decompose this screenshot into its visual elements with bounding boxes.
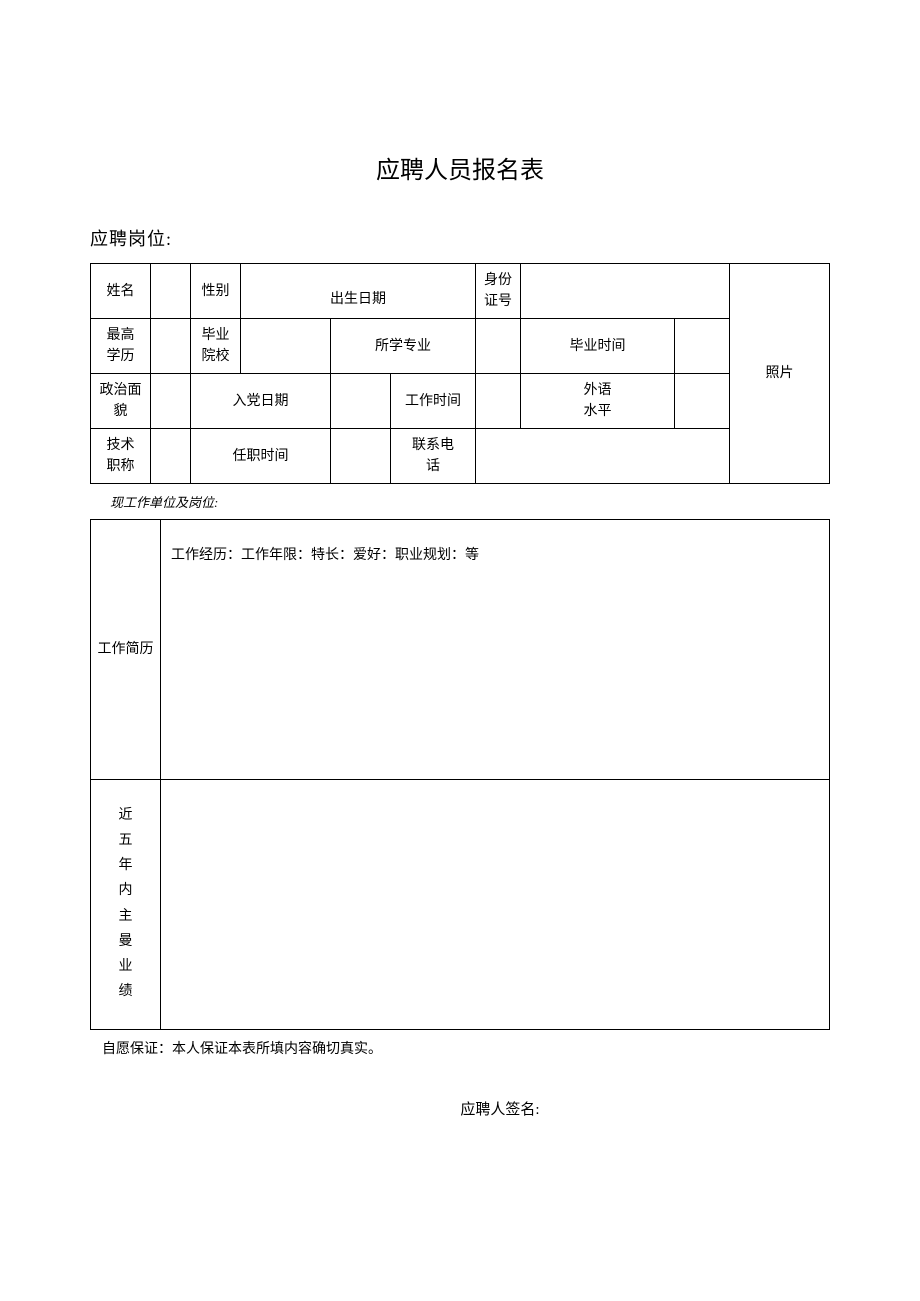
value-id — [521, 264, 730, 319]
label-gradschool: 毕业 院校 — [191, 319, 241, 374]
achievements-text: 近五年内主曼业绩 — [119, 803, 133, 1005]
label-foreignlang: 外语 水平 — [521, 374, 675, 429]
value-partydate — [331, 374, 391, 429]
table-row: 最高 学历 毕业 院校 所学专业 毕业时间 — [91, 319, 830, 374]
label-gradtime: 毕业时间 — [521, 319, 675, 374]
current-work-label: 现工作单位及岗位: — [90, 488, 830, 519]
label-gender: 性别 — [191, 264, 241, 319]
label-partydate: 入党日期 — [191, 374, 331, 429]
value-worktime — [476, 374, 521, 429]
value-name — [151, 264, 191, 319]
label-id: 身份 证号 — [476, 264, 521, 319]
value-appttime — [331, 429, 391, 484]
label-major: 所学专业 — [331, 319, 476, 374]
position-label: 应聘岗位: — [90, 225, 830, 251]
value-political — [151, 374, 191, 429]
applicant-info-table: 姓名 性别 出生日期 身份 证号 照片 最高 学历 毕业 院校 所学专业 毕业时… — [90, 263, 830, 484]
resume-content: 工作经历：工作年限：特长：爱好：职业规划：等 — [161, 520, 830, 780]
label-education: 最高 学历 — [91, 319, 151, 374]
table-row: 近五年内主曼业绩 — [91, 780, 830, 1030]
table-row: 技术 职称 任职时间 联系电 话 — [91, 429, 830, 484]
table-row: 政治面 貌 入党日期 工作时间 外语 水平 — [91, 374, 830, 429]
label-techtitle: 技术 职称 — [91, 429, 151, 484]
value-techtitle — [151, 429, 191, 484]
photo-cell: 照片 — [730, 264, 830, 484]
label-achievements: 近五年内主曼业绩 — [91, 780, 161, 1030]
achievements-content — [161, 780, 830, 1030]
label-worktime: 工作时间 — [391, 374, 476, 429]
guarantee-statement: 自愿保证：本人保证本表所填内容确切真实。 — [90, 1030, 830, 1058]
document-title: 应聘人员报名表 — [90, 150, 830, 185]
label-appttime: 任职时间 — [191, 429, 331, 484]
value-education — [151, 319, 191, 374]
value-gradschool — [241, 319, 331, 374]
label-workresume: 工作简历 — [91, 520, 161, 780]
label-contact: 联系电 话 — [391, 429, 476, 484]
label-political: 政治面 貌 — [91, 374, 151, 429]
value-contact — [476, 429, 730, 484]
label-name: 姓名 — [91, 264, 151, 319]
table-row: 工作简历 工作经历：工作年限：特长：爱好：职业规划：等 — [91, 520, 830, 780]
value-major — [476, 319, 521, 374]
table-row: 姓名 性别 出生日期 身份 证号 照片 — [91, 264, 830, 319]
signature-label: 应聘人签名: — [90, 1098, 830, 1119]
value-gradtime — [675, 319, 730, 374]
label-birthdate: 出生日期 — [241, 264, 476, 319]
resume-table: 工作简历 工作经历：工作年限：特长：爱好：职业规划：等 近五年内主曼业绩 — [90, 519, 830, 1030]
value-foreignlang — [675, 374, 730, 429]
